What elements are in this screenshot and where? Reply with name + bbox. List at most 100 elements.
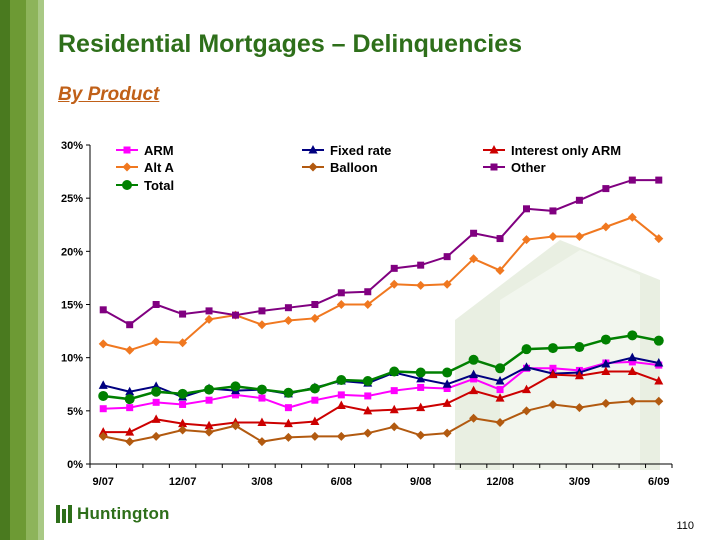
data-point-interest-only-arm	[601, 366, 611, 375]
legend-label: ARM	[144, 143, 174, 158]
data-point-arm	[496, 386, 504, 394]
data-point-interest-only-arm	[204, 420, 214, 430]
data-point-balloon	[495, 418, 505, 428]
series-line-other	[102, 179, 659, 326]
data-point-total	[468, 354, 479, 365]
data-point-alt-a	[389, 279, 399, 289]
legend-label: Fixed rate	[330, 143, 391, 158]
legend-swatch-marker	[122, 162, 132, 172]
data-point-other	[470, 229, 478, 237]
data-point-balloon	[416, 430, 426, 440]
data-point-other	[99, 306, 107, 314]
legend-label: Total	[144, 178, 174, 193]
legend-label: Interest only ARM	[511, 143, 621, 158]
data-point-other	[311, 301, 319, 308]
x-tick-label: 6/08	[331, 476, 352, 488]
y-tick-label: 20%	[61, 246, 83, 258]
legend-label: Other	[511, 160, 546, 175]
data-point-balloon	[574, 403, 584, 413]
data-point-alt-a	[548, 231, 558, 241]
series-balloon	[98, 396, 664, 447]
x-tick-label: 12/07	[169, 476, 197, 488]
data-point-alt-a	[522, 235, 531, 245]
left-decorative-bar	[0, 0, 44, 540]
data-point-total	[177, 388, 188, 399]
data-point-total	[283, 387, 294, 398]
slide-subtitle: By Product	[58, 84, 160, 105]
data-point-arm	[390, 387, 398, 395]
data-point-other	[284, 304, 292, 312]
data-point-balloon	[151, 431, 161, 441]
legend-label: Alt A	[144, 160, 174, 175]
data-point-interest-only-arm	[151, 414, 161, 423]
huntington-logo: Huntington	[56, 504, 170, 524]
data-point-balloon	[98, 431, 108, 441]
series-interest-only-arm	[98, 366, 664, 436]
data-point-fixed-rate	[627, 352, 637, 362]
data-point-other	[443, 253, 451, 261]
data-point-balloon	[231, 421, 240, 431]
data-point-total	[627, 330, 638, 341]
y-tick-label: 25%	[61, 193, 83, 205]
data-point-interest-only-arm	[416, 402, 426, 412]
data-point-interest-only-arm	[469, 385, 479, 395]
data-point-alt-a	[363, 300, 373, 309]
data-point-interest-only-arm	[627, 366, 637, 375]
data-point-balloon	[548, 399, 558, 409]
data-point-fixed-rate	[601, 359, 611, 368]
data-point-balloon	[654, 396, 664, 406]
data-point-other	[232, 311, 239, 319]
data-point-alt-a	[469, 254, 479, 264]
data-point-other	[523, 205, 530, 213]
legend-label: Balloon	[330, 160, 378, 175]
data-point-interest-only-arm	[178, 418, 188, 428]
data-point-balloon	[125, 437, 135, 447]
data-point-interest-only-arm	[363, 405, 373, 415]
data-point-total	[442, 367, 453, 378]
data-point-interest-only-arm	[495, 393, 505, 402]
data-point-balloon	[363, 428, 373, 438]
data-point-interest-only-arm	[257, 417, 267, 427]
series-line-arm	[103, 360, 659, 410]
data-point-total	[362, 376, 373, 387]
legend-item-balloon: Balloon	[302, 160, 378, 175]
data-point-arm	[99, 405, 107, 413]
data-point-total	[495, 363, 506, 374]
legend-item-alt-a: Alt A	[116, 160, 174, 175]
data-point-alt-a	[442, 279, 452, 289]
data-point-fixed-rate	[125, 386, 135, 396]
legend-swatch-marker	[490, 163, 498, 171]
data-point-arm	[417, 383, 425, 391]
data-point-interest-only-arm	[389, 404, 399, 414]
data-point-other	[602, 185, 610, 193]
data-point-total	[204, 384, 215, 395]
data-point-interest-only-arm	[548, 369, 558, 379]
legend-item-fixed-rate: Fixed rate	[302, 143, 391, 158]
data-point-arm	[232, 391, 239, 399]
data-point-total	[574, 342, 585, 353]
page-number: 110	[676, 520, 694, 532]
data-point-alt-a	[257, 320, 267, 330]
legend-swatch-marker	[123, 146, 131, 154]
y-tick-label: 30%	[61, 140, 83, 152]
x-tick-label: 12/08	[486, 476, 514, 488]
data-point-alt-a	[416, 280, 426, 290]
data-point-alt-a	[654, 234, 664, 244]
data-point-alt-a	[204, 314, 214, 324]
logo-text: Huntington	[77, 504, 170, 523]
data-point-other	[628, 176, 636, 184]
data-point-total	[309, 383, 320, 394]
data-point-other	[417, 261, 425, 269]
data-point-other	[496, 235, 504, 243]
data-point-alt-a	[574, 231, 584, 241]
legend-swatch-marker	[308, 145, 318, 154]
data-point-arm	[179, 400, 187, 408]
data-point-alt-a	[627, 212, 637, 222]
x-tick-label: 6/09	[648, 476, 669, 488]
y-tick-label: 10%	[61, 353, 83, 365]
data-point-other	[390, 264, 398, 272]
data-point-total	[98, 390, 109, 401]
data-point-total	[653, 335, 664, 346]
data-point-interest-only-arm	[310, 416, 320, 425]
data-point-balloon	[283, 432, 293, 442]
